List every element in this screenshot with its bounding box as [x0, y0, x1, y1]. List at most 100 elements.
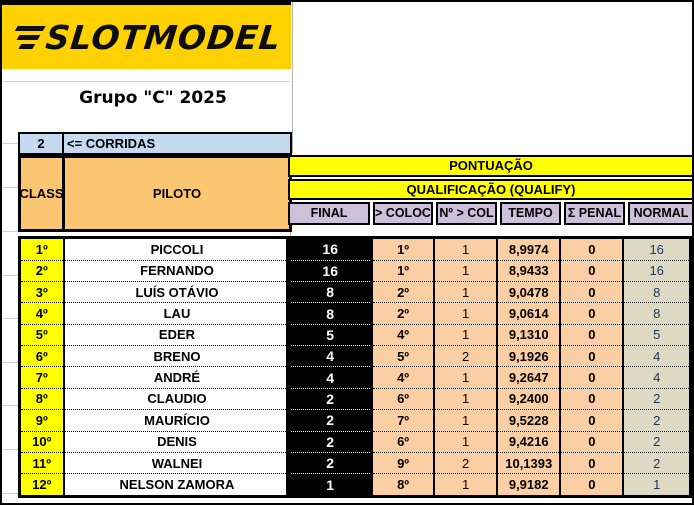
cell-penalty-sum: 0 — [559, 473, 624, 497]
results-table: 1º PICCOLI 16 1º 1 8,9974 0 16 2º FERNAN… — [18, 236, 692, 498]
cell-times-placed: 1 — [433, 237, 498, 261]
cell-best-time: 10,1393 — [496, 452, 561, 475]
gridline — [2, 231, 18, 232]
cell-final-points: 16 — [286, 260, 373, 282]
cell-times-placed: 2 — [433, 345, 498, 368]
cell-class-position: 10º — [19, 431, 64, 453]
cell-final-points: 2 — [286, 452, 373, 475]
cell-class-position: 5º — [19, 324, 64, 347]
cell-times-placed: 1 — [433, 409, 498, 432]
table-row: 1º PICCOLI 16 1º 1 8,9974 0 16 — [19, 237, 691, 261]
qualificacao-band: QUALIFICAÇÃO (QUALIFY) — [288, 179, 692, 200]
cell-qualify-place: 6º — [371, 388, 435, 411]
cell-pilot-name: BRENO — [62, 345, 288, 368]
cell-pilot-name: MAURÍCIO — [62, 409, 288, 432]
column-header-final: FINAL — [288, 202, 370, 225]
cell-class-position: 3º — [19, 281, 64, 304]
cell-best-time: 9,4216 — [496, 431, 561, 453]
cell-pilot-name: NELSON ZAMORA — [62, 473, 288, 497]
corridas-label: <= CORRIDAS — [67, 136, 156, 151]
cell-pilot-name: WALNEI — [62, 452, 288, 475]
cell-class-position: 9º — [19, 409, 64, 432]
gridline — [2, 143, 18, 144]
table-row: 7º ANDRÉ 4 4º 1 9,2647 0 4 — [19, 366, 691, 389]
cell-times-placed: 1 — [433, 324, 498, 347]
cell-best-time: 9,0614 — [496, 302, 561, 325]
results-table-body: 1º PICCOLI 16 1º 1 8,9974 0 16 2º FERNAN… — [19, 237, 691, 497]
pilot-column-header: PILOTO — [152, 186, 202, 201]
cell-final-points: 8 — [286, 281, 373, 304]
cell-best-time: 9,2647 — [496, 366, 561, 389]
cell-penalty-sum: 0 — [559, 260, 624, 282]
gridline — [2, 405, 18, 406]
cell-times-placed: 1 — [433, 260, 498, 282]
column-header-coloc: > COLOC — [373, 202, 433, 225]
cell-final-points: 4 — [286, 345, 373, 368]
cell-penalty-sum: 0 — [559, 431, 624, 453]
cell-qualify-place: 4º — [371, 366, 435, 389]
cell-class-position: 12º — [19, 473, 64, 497]
cell-class-position: 6º — [19, 345, 64, 368]
cell-penalty-sum: 0 — [559, 302, 624, 325]
cell-qualify-place: 6º — [371, 431, 435, 453]
cell-times-placed: 1 — [433, 281, 498, 304]
table-row: 4º LAU 8 2º 1 9,0614 0 8 — [19, 302, 691, 325]
cell-class-position: 4º — [19, 302, 64, 325]
cell-qualify-place: 2º — [371, 281, 435, 304]
gridline — [292, 2, 293, 153]
gridline — [2, 493, 18, 494]
cell-qualify-place: 5º — [371, 345, 435, 368]
cell-best-time: 9,0478 — [496, 281, 561, 304]
table-row: 3º LUÍS OTÁVIO 8 2º 1 9,0478 0 8 — [19, 281, 691, 304]
cell-normal-points: 2 — [622, 452, 691, 475]
cell-normal-points: 2 — [622, 431, 691, 453]
cell-pilot-name: LUÍS OTÁVIO — [62, 281, 288, 304]
logo-banner: SLOTMODEL — [2, 2, 291, 69]
cell-penalty-sum: 0 — [559, 237, 624, 261]
gridline — [2, 449, 18, 450]
slotmodel-logo: SLOTMODEL — [11, 18, 284, 57]
cell-qualify-place: 9º — [371, 452, 435, 475]
cell-penalty-sum: 0 — [559, 388, 624, 411]
page-title: Grupo "C" 2025 — [79, 88, 227, 108]
cell-times-placed: 1 — [433, 431, 498, 453]
column-header-normal: NORMAL — [628, 202, 692, 225]
left-header: CLASS PILOTO — [18, 155, 292, 232]
cell-qualify-place: 2º — [371, 302, 435, 325]
cell-qualify-place: 1º — [371, 260, 435, 282]
cell-best-time: 8,9974 — [496, 237, 561, 261]
cell-pilot-name: LAU — [62, 302, 288, 325]
cell-class-position: 2º — [19, 260, 64, 282]
table-row: 11º WALNEI 2 9º 2 10,1393 0 2 — [19, 452, 691, 475]
column-header-penal: Σ PENAL — [564, 202, 625, 225]
cell-normal-points: 2 — [622, 388, 691, 411]
cell-times-placed: 1 — [433, 388, 498, 411]
table-row: 8º CLAUDIO 2 6º 1 9,2400 0 2 — [19, 388, 691, 411]
cell-class-position: 7º — [19, 366, 64, 389]
right-header: PONTUAÇÃO QUALIFICAÇÃO (QUALIFY) FINAL >… — [288, 155, 692, 225]
cell-normal-points: 8 — [622, 302, 691, 325]
column-header-ncol: Nº > COL — [436, 202, 497, 225]
cell-best-time: 8,9433 — [496, 260, 561, 282]
cell-times-placed: 1 — [433, 366, 498, 389]
cell-normal-points: 4 — [622, 366, 691, 389]
cell-penalty-sum: 0 — [559, 324, 624, 347]
cell-normal-points: 16 — [622, 260, 691, 282]
corridas-row: 2 <= CORRIDAS — [18, 132, 292, 155]
score-column-headers: FINAL > COLOC Nº > COL TEMPO Σ PENAL NOR… — [288, 202, 692, 225]
column-header-tempo: TEMPO — [500, 202, 561, 225]
cell-times-placed: 1 — [433, 302, 498, 325]
cell-final-points: 16 — [286, 237, 373, 261]
table-row: 6º BRENO 4 5º 2 9,1926 0 4 — [19, 345, 691, 368]
pontuacao-band: PONTUAÇÃO — [288, 155, 692, 177]
cell-normal-points: 8 — [622, 281, 691, 304]
cell-penalty-sum: 0 — [559, 366, 624, 389]
cell-final-points: 1 — [286, 473, 373, 497]
cell-pilot-name: DENIS — [62, 431, 288, 453]
cell-normal-points: 16 — [622, 237, 691, 261]
cell-times-placed: 2 — [433, 452, 498, 475]
cell-final-points: 2 — [286, 431, 373, 453]
cell-final-points: 2 — [286, 388, 373, 411]
cell-best-time: 9,1926 — [496, 345, 561, 368]
